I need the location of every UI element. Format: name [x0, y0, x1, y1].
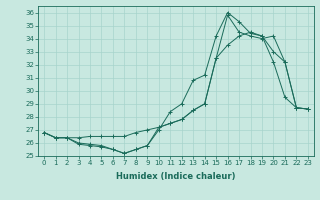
X-axis label: Humidex (Indice chaleur): Humidex (Indice chaleur): [116, 172, 236, 181]
